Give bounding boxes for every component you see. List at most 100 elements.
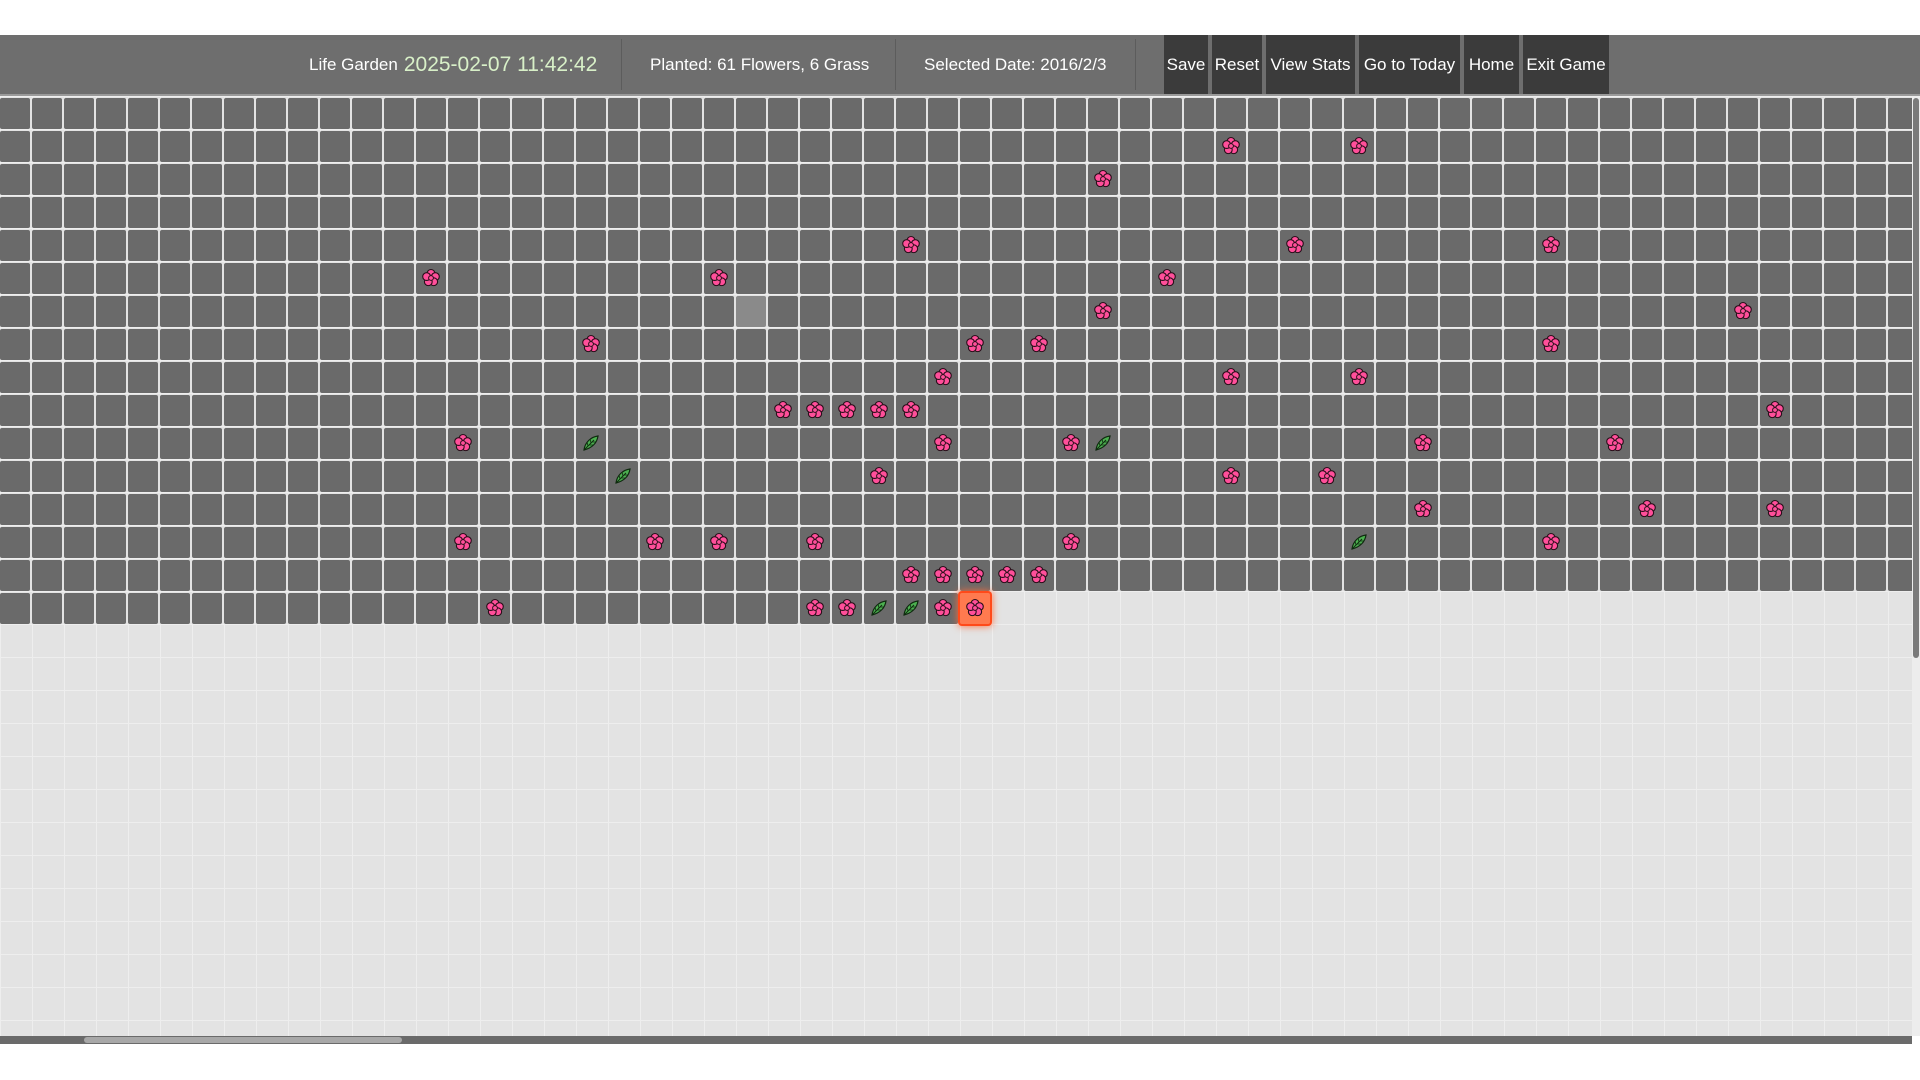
garden-cell[interactable] — [640, 329, 670, 360]
garden-cell[interactable] — [736, 263, 766, 294]
garden-cell[interactable] — [1376, 197, 1406, 228]
garden-cell[interactable] — [384, 593, 414, 624]
garden-cell[interactable] — [1120, 461, 1150, 492]
garden-cell[interactable] — [320, 593, 350, 624]
garden-cell[interactable] — [320, 494, 350, 525]
garden-cell[interactable] — [1472, 230, 1502, 261]
garden-cell[interactable] — [288, 98, 318, 129]
garden-cell[interactable] — [1536, 461, 1566, 492]
garden-cell[interactable] — [96, 395, 126, 426]
garden-cell[interactable] — [1888, 560, 1912, 591]
garden-cell[interactable] — [1568, 197, 1598, 228]
garden-cell[interactable] — [224, 131, 254, 162]
garden-cell[interactable] — [1504, 428, 1534, 459]
garden-cell[interactable] — [1824, 98, 1854, 129]
garden-cell[interactable] — [1888, 296, 1912, 327]
garden-cell[interactable] — [1024, 263, 1054, 294]
garden-cell[interactable] — [1280, 131, 1310, 162]
garden-cell[interactable] — [1536, 197, 1566, 228]
garden-cell[interactable] — [704, 98, 734, 129]
garden-cell[interactable] — [1216, 197, 1246, 228]
garden-cell[interactable] — [736, 428, 766, 459]
garden-cell[interactable] — [1728, 428, 1758, 459]
garden-cell[interactable] — [1696, 329, 1726, 360]
garden-cell[interactable] — [32, 197, 62, 228]
garden-cell[interactable] — [1696, 494, 1726, 525]
garden-cell[interactable] — [1216, 164, 1246, 195]
garden-cell[interactable] — [416, 164, 446, 195]
garden-cell[interactable] — [1344, 329, 1374, 360]
garden-cell[interactable] — [1408, 164, 1438, 195]
garden-cell[interactable] — [1056, 428, 1086, 459]
garden-cell[interactable] — [192, 263, 222, 294]
garden-cell[interactable] — [128, 131, 158, 162]
garden-cell[interactable] — [1152, 98, 1182, 129]
garden-cell[interactable] — [480, 197, 510, 228]
garden-cell[interactable] — [224, 296, 254, 327]
garden-cell[interactable] — [544, 395, 574, 426]
garden-cell[interactable] — [1024, 329, 1054, 360]
garden-cell[interactable] — [480, 494, 510, 525]
garden-cell[interactable] — [416, 494, 446, 525]
garden-cell[interactable] — [1472, 98, 1502, 129]
garden-cell[interactable] — [1216, 461, 1246, 492]
garden-cell[interactable] — [1216, 329, 1246, 360]
garden-cell[interactable] — [736, 395, 766, 426]
garden-cell[interactable] — [1760, 560, 1790, 591]
garden-cell[interactable] — [800, 164, 830, 195]
garden-cell[interactable] — [64, 428, 94, 459]
garden-cell[interactable] — [1440, 164, 1470, 195]
garden-cell[interactable] — [64, 230, 94, 261]
garden-cell[interactable] — [1792, 329, 1822, 360]
garden-cell[interactable] — [32, 98, 62, 129]
garden-cell[interactable] — [704, 131, 734, 162]
garden-cell[interactable] — [320, 527, 350, 558]
garden-cell[interactable] — [1472, 329, 1502, 360]
garden-cell[interactable] — [192, 461, 222, 492]
garden-cell[interactable] — [1664, 395, 1694, 426]
garden-cell[interactable] — [1056, 131, 1086, 162]
garden-cell[interactable] — [96, 164, 126, 195]
garden-cell[interactable] — [224, 395, 254, 426]
garden-cell[interactable] — [576, 263, 606, 294]
garden-cell[interactable] — [256, 395, 286, 426]
garden-cell[interactable] — [896, 98, 926, 129]
garden-cell[interactable] — [800, 494, 830, 525]
garden-cell[interactable] — [1216, 263, 1246, 294]
garden-cell[interactable] — [1600, 560, 1630, 591]
garden-cell[interactable] — [960, 296, 990, 327]
garden-cell[interactable] — [1344, 362, 1374, 393]
garden-cell[interactable] — [448, 164, 478, 195]
garden-cell[interactable] — [640, 428, 670, 459]
garden-cell[interactable] — [1216, 395, 1246, 426]
garden-cell[interactable] — [1312, 362, 1342, 393]
garden-cell[interactable] — [32, 296, 62, 327]
garden-cell[interactable] — [576, 527, 606, 558]
garden-cell[interactable] — [864, 593, 894, 624]
garden-cell[interactable] — [160, 296, 190, 327]
garden-cell[interactable] — [160, 494, 190, 525]
garden-cell[interactable] — [1312, 164, 1342, 195]
garden-cell[interactable] — [320, 461, 350, 492]
garden-cell[interactable] — [1600, 296, 1630, 327]
garden-cell[interactable] — [1216, 428, 1246, 459]
garden-cell[interactable] — [128, 461, 158, 492]
garden-cell[interactable] — [1568, 230, 1598, 261]
garden-cell[interactable] — [1024, 461, 1054, 492]
garden-cell[interactable] — [928, 131, 958, 162]
garden-cell[interactable] — [1024, 494, 1054, 525]
garden-cell[interactable] — [1024, 197, 1054, 228]
garden-cell[interactable] — [128, 362, 158, 393]
garden-cell[interactable] — [992, 197, 1022, 228]
garden-cell[interactable] — [608, 263, 638, 294]
garden-cell[interactable] — [864, 362, 894, 393]
garden-cell[interactable] — [1408, 197, 1438, 228]
garden-cell[interactable] — [1504, 527, 1534, 558]
garden-cell[interactable] — [448, 329, 478, 360]
garden-cell[interactable] — [1632, 263, 1662, 294]
garden-cell[interactable] — [512, 164, 542, 195]
garden-cell[interactable] — [1632, 428, 1662, 459]
garden-cell[interactable] — [1376, 395, 1406, 426]
garden-grid[interactable] — [0, 96, 1912, 1036]
garden-cell[interactable] — [1472, 131, 1502, 162]
